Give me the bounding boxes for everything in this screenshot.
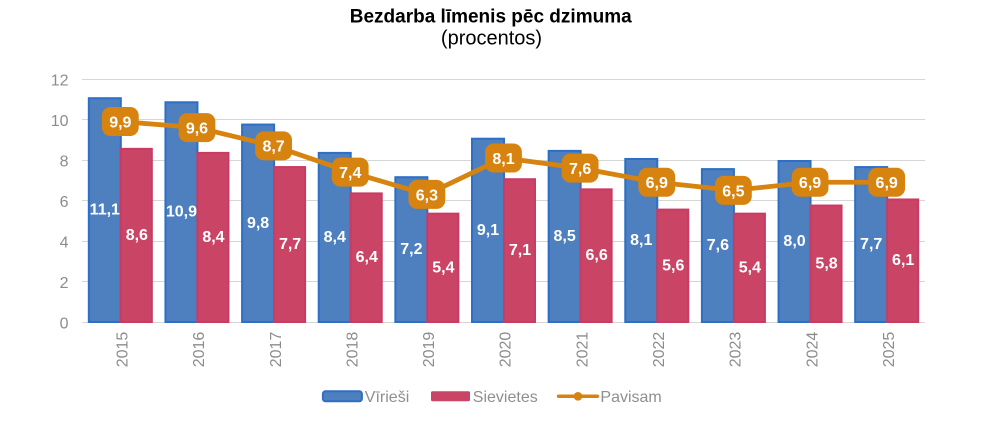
svg-text:9,1: 9,1 bbox=[477, 222, 499, 239]
svg-text:8,4: 8,4 bbox=[202, 229, 224, 246]
svg-text:2020: 2020 bbox=[498, 332, 515, 368]
svg-text:6,1: 6,1 bbox=[892, 252, 914, 269]
svg-text:8,6: 8,6 bbox=[126, 227, 148, 244]
svg-text:10,9: 10,9 bbox=[166, 204, 197, 221]
svg-text:7,2: 7,2 bbox=[400, 241, 422, 258]
svg-text:7,7: 7,7 bbox=[279, 236, 301, 253]
svg-text:0: 0 bbox=[60, 315, 69, 332]
svg-text:8: 8 bbox=[60, 153, 69, 170]
svg-text:6,5: 6,5 bbox=[722, 183, 744, 200]
svg-text:12: 12 bbox=[51, 72, 69, 89]
svg-text:10: 10 bbox=[51, 113, 69, 130]
svg-text:8,1: 8,1 bbox=[630, 232, 652, 249]
svg-text:6,6: 6,6 bbox=[586, 247, 608, 264]
svg-text:11,1: 11,1 bbox=[90, 202, 120, 219]
svg-text:2019: 2019 bbox=[421, 332, 438, 368]
svg-text:7,7: 7,7 bbox=[860, 236, 882, 253]
svg-text:Bezdarba līmenis pēc dzimuma: Bezdarba līmenis pēc dzimuma bbox=[350, 7, 632, 28]
svg-text:6,4: 6,4 bbox=[356, 249, 378, 266]
svg-text:5,4: 5,4 bbox=[739, 259, 761, 276]
svg-text:2021: 2021 bbox=[574, 332, 591, 368]
svg-text:5,8: 5,8 bbox=[815, 255, 837, 272]
svg-text:7,6: 7,6 bbox=[707, 237, 729, 254]
svg-text:2024: 2024 bbox=[804, 332, 821, 368]
svg-text:2018: 2018 bbox=[344, 332, 361, 368]
svg-text:2017: 2017 bbox=[268, 332, 285, 368]
svg-text:7,6: 7,6 bbox=[569, 161, 591, 178]
svg-text:5,4: 5,4 bbox=[432, 259, 454, 276]
svg-text:2025: 2025 bbox=[881, 332, 898, 368]
svg-text:Sievietes: Sievietes bbox=[473, 389, 538, 406]
svg-text:7,1: 7,1 bbox=[509, 242, 531, 259]
svg-text:5,6: 5,6 bbox=[662, 257, 684, 274]
svg-text:7,4: 7,4 bbox=[339, 165, 361, 182]
svg-text:6,3: 6,3 bbox=[416, 187, 438, 204]
svg-text:8,1: 8,1 bbox=[492, 151, 514, 168]
svg-text:9,8: 9,8 bbox=[247, 215, 269, 232]
svg-text:2: 2 bbox=[60, 275, 69, 292]
svg-text:2016: 2016 bbox=[191, 332, 208, 368]
svg-text:9,9: 9,9 bbox=[109, 114, 131, 131]
svg-text:8,7: 8,7 bbox=[262, 139, 284, 156]
svg-text:8,4: 8,4 bbox=[324, 229, 346, 246]
svg-text:Vīrieši: Vīrieši bbox=[365, 389, 409, 406]
svg-text:2022: 2022 bbox=[651, 332, 668, 368]
svg-text:6: 6 bbox=[60, 194, 69, 211]
svg-text:8,5: 8,5 bbox=[554, 228, 576, 245]
svg-text:2015: 2015 bbox=[115, 332, 132, 368]
svg-text:6,9: 6,9 bbox=[646, 175, 668, 192]
svg-text:2023: 2023 bbox=[728, 332, 745, 368]
svg-text:9,6: 9,6 bbox=[186, 121, 208, 138]
svg-text:8,0: 8,0 bbox=[783, 233, 805, 250]
svg-text:(procentos): (procentos) bbox=[441, 28, 542, 50]
svg-text:6,9: 6,9 bbox=[876, 175, 898, 192]
svg-text:4: 4 bbox=[60, 234, 69, 251]
svg-text:6,9: 6,9 bbox=[799, 175, 821, 192]
svg-text:Pavisam: Pavisam bbox=[600, 389, 661, 406]
